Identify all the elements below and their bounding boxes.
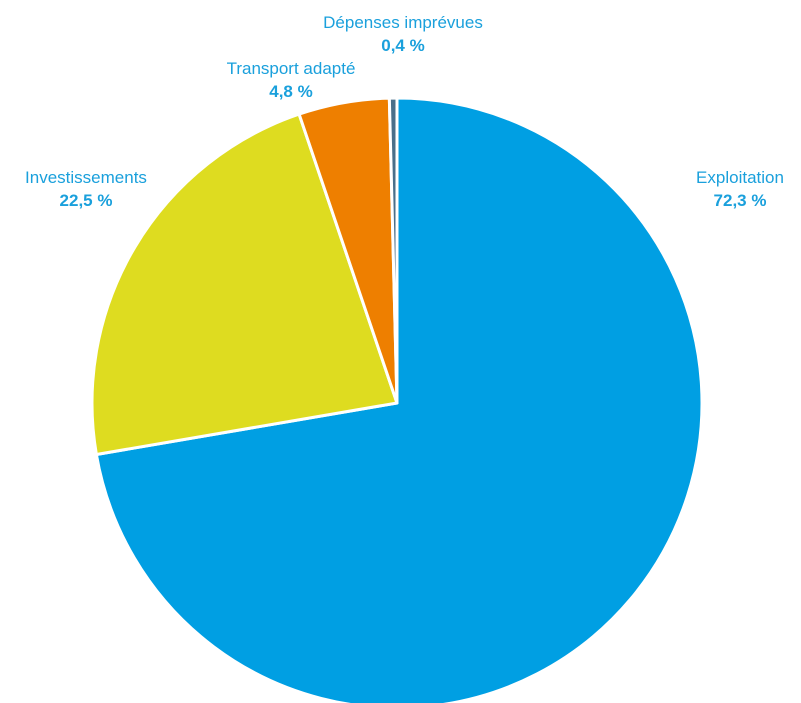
label-depenses-imprevues: Dépenses imprévues [323, 13, 483, 32]
pie-slice-exploitation [94, 96, 704, 703]
label-exploitation: Exploitation [696, 168, 784, 187]
pie-slice-depenses-imprevues [387, 96, 399, 405]
pie-slice-investissements [90, 112, 399, 456]
value-investissements: 22,5 % [60, 191, 113, 210]
label-transport-adapte: Transport adapté [227, 59, 356, 78]
value-transport-adapte: 4,8 % [269, 82, 312, 101]
value-depenses-imprevues: 0,4 % [381, 36, 424, 55]
value-exploitation: 72,3 % [714, 191, 767, 210]
pie-slices [90, 96, 704, 703]
label-investissements: Investissements [25, 168, 147, 187]
